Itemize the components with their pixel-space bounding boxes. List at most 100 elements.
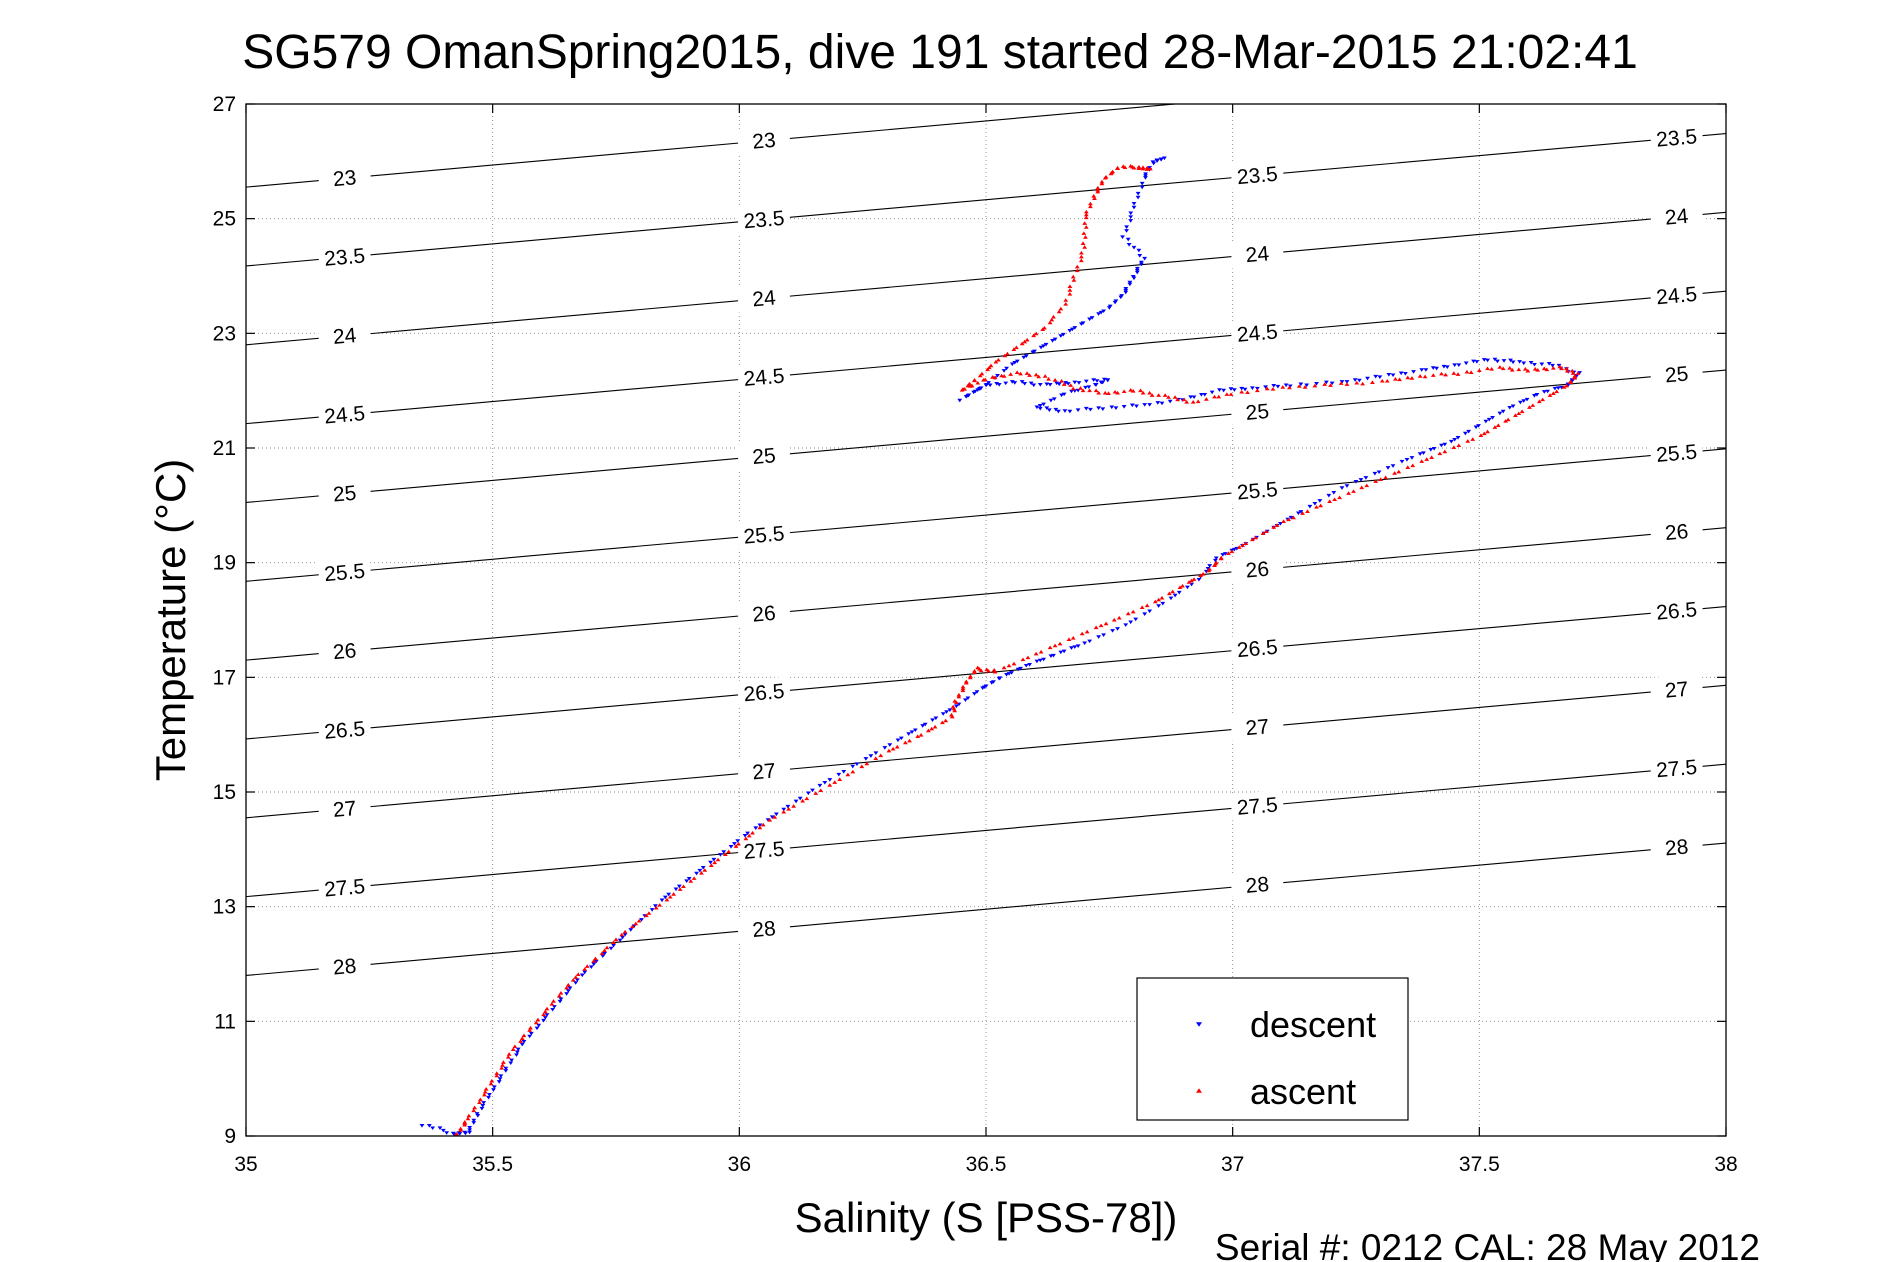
ascent-point [1027,373,1032,377]
descent-point [1139,185,1145,190]
descent-point [912,728,918,733]
y-axis-ticks: 9 11 13 15 17 19 21 23 25 27 [213,93,1726,1148]
isopycnal-label: 25 [332,482,357,507]
ascent-point [929,726,935,731]
isopycnal-label: 27 [1245,715,1270,740]
descent-point [1004,366,1009,371]
ascent-point [1110,169,1116,174]
ascent-point [544,1006,550,1011]
descent-point [920,724,926,728]
descent-point [996,383,1002,387]
y-tick-label: 13 [213,896,236,919]
ascent-point [1130,388,1136,393]
descent-point [1096,406,1102,411]
descent-point [558,997,564,1002]
descent-point [1086,385,1092,390]
ascent-point [644,913,649,918]
descent-point [1156,604,1162,608]
descent-point [1386,372,1392,377]
descent-point [1093,383,1099,387]
ascent-point [702,868,708,872]
descent-point [659,898,665,903]
descent-point [673,887,679,892]
descent-point [1072,326,1078,330]
descent-point [895,738,901,743]
descent-point [463,1131,468,1136]
isopycnal-label-bg [1230,395,1285,427]
descent-point [1158,157,1164,162]
isopycnal-label-bg [1230,868,1285,900]
ascent-point [1125,611,1131,616]
ascent-point [1140,390,1146,395]
ascent-point [818,788,824,793]
isopycnal-label-bg [1230,789,1285,821]
descent-point [1500,409,1506,414]
ascent-point [1079,631,1085,636]
ascent-point [1253,535,1259,540]
descent-point [1131,205,1137,210]
ascent-point [688,879,694,883]
descent-point [947,708,953,712]
descent-point [1052,337,1058,342]
descent-point [1377,375,1383,379]
ascent-point [1378,477,1384,481]
descent-point [1185,585,1190,590]
isopycnal-label: 28 [1664,835,1689,860]
descent-point [1058,334,1064,338]
isopycnal-label-bg [736,282,791,313]
ascent-point [633,921,639,926]
descent-point [972,389,978,394]
descent-point [1168,596,1174,601]
descent-point [954,704,959,709]
ascent-point [1115,165,1120,170]
isopycnal-label: 26.5 [323,717,366,744]
ascent-point [1569,368,1575,373]
ascent-point [1228,392,1234,396]
ascent-point [1128,388,1134,392]
descent-point [1087,639,1093,644]
descent-point [711,857,717,862]
descent-point [975,388,981,392]
descent-point [503,1069,509,1073]
descent-point [471,1118,477,1123]
isopycnal-label: 24.5 [1655,283,1698,310]
ascent-point [1468,370,1474,374]
ascent-point [482,1092,487,1097]
descent-point [906,732,912,736]
descent-point [1128,211,1134,216]
ascent-point [926,728,931,733]
descent-point [793,799,799,804]
ascent-point [591,958,597,963]
ascent-point [952,699,958,703]
ascent-point [1513,413,1518,417]
ascent-point [999,373,1004,378]
descent-point [1411,370,1416,374]
ascent-point [1058,306,1064,311]
x-tick-label: 36 [728,1153,751,1176]
isopycnal-line [246,684,1726,819]
descent-point [579,973,585,978]
ascent-point [1096,390,1102,395]
descent-point [983,684,989,689]
descent-point [1107,304,1113,309]
ascent-point [981,377,986,382]
ascent-point [1226,551,1231,556]
ascent-point [1525,368,1531,373]
descent-point [1041,657,1046,662]
descent-point [1037,404,1043,408]
ascent-point [1530,403,1536,407]
ascent-point [972,378,977,382]
ascent-point [1239,389,1245,394]
ascent-point [1305,509,1310,513]
ascent-point [772,815,778,819]
isopycnal-lines [246,104,1726,977]
isopycnal-label-bg [1230,632,1285,663]
ascent-point [1024,371,1030,375]
ascent-point [1544,367,1550,372]
ascent-point [1527,405,1532,409]
descent-point [534,1026,540,1031]
descent-point [1417,452,1423,456]
ascent-point [1156,393,1162,397]
ascent-point [804,796,810,801]
descent-point [430,1126,436,1131]
